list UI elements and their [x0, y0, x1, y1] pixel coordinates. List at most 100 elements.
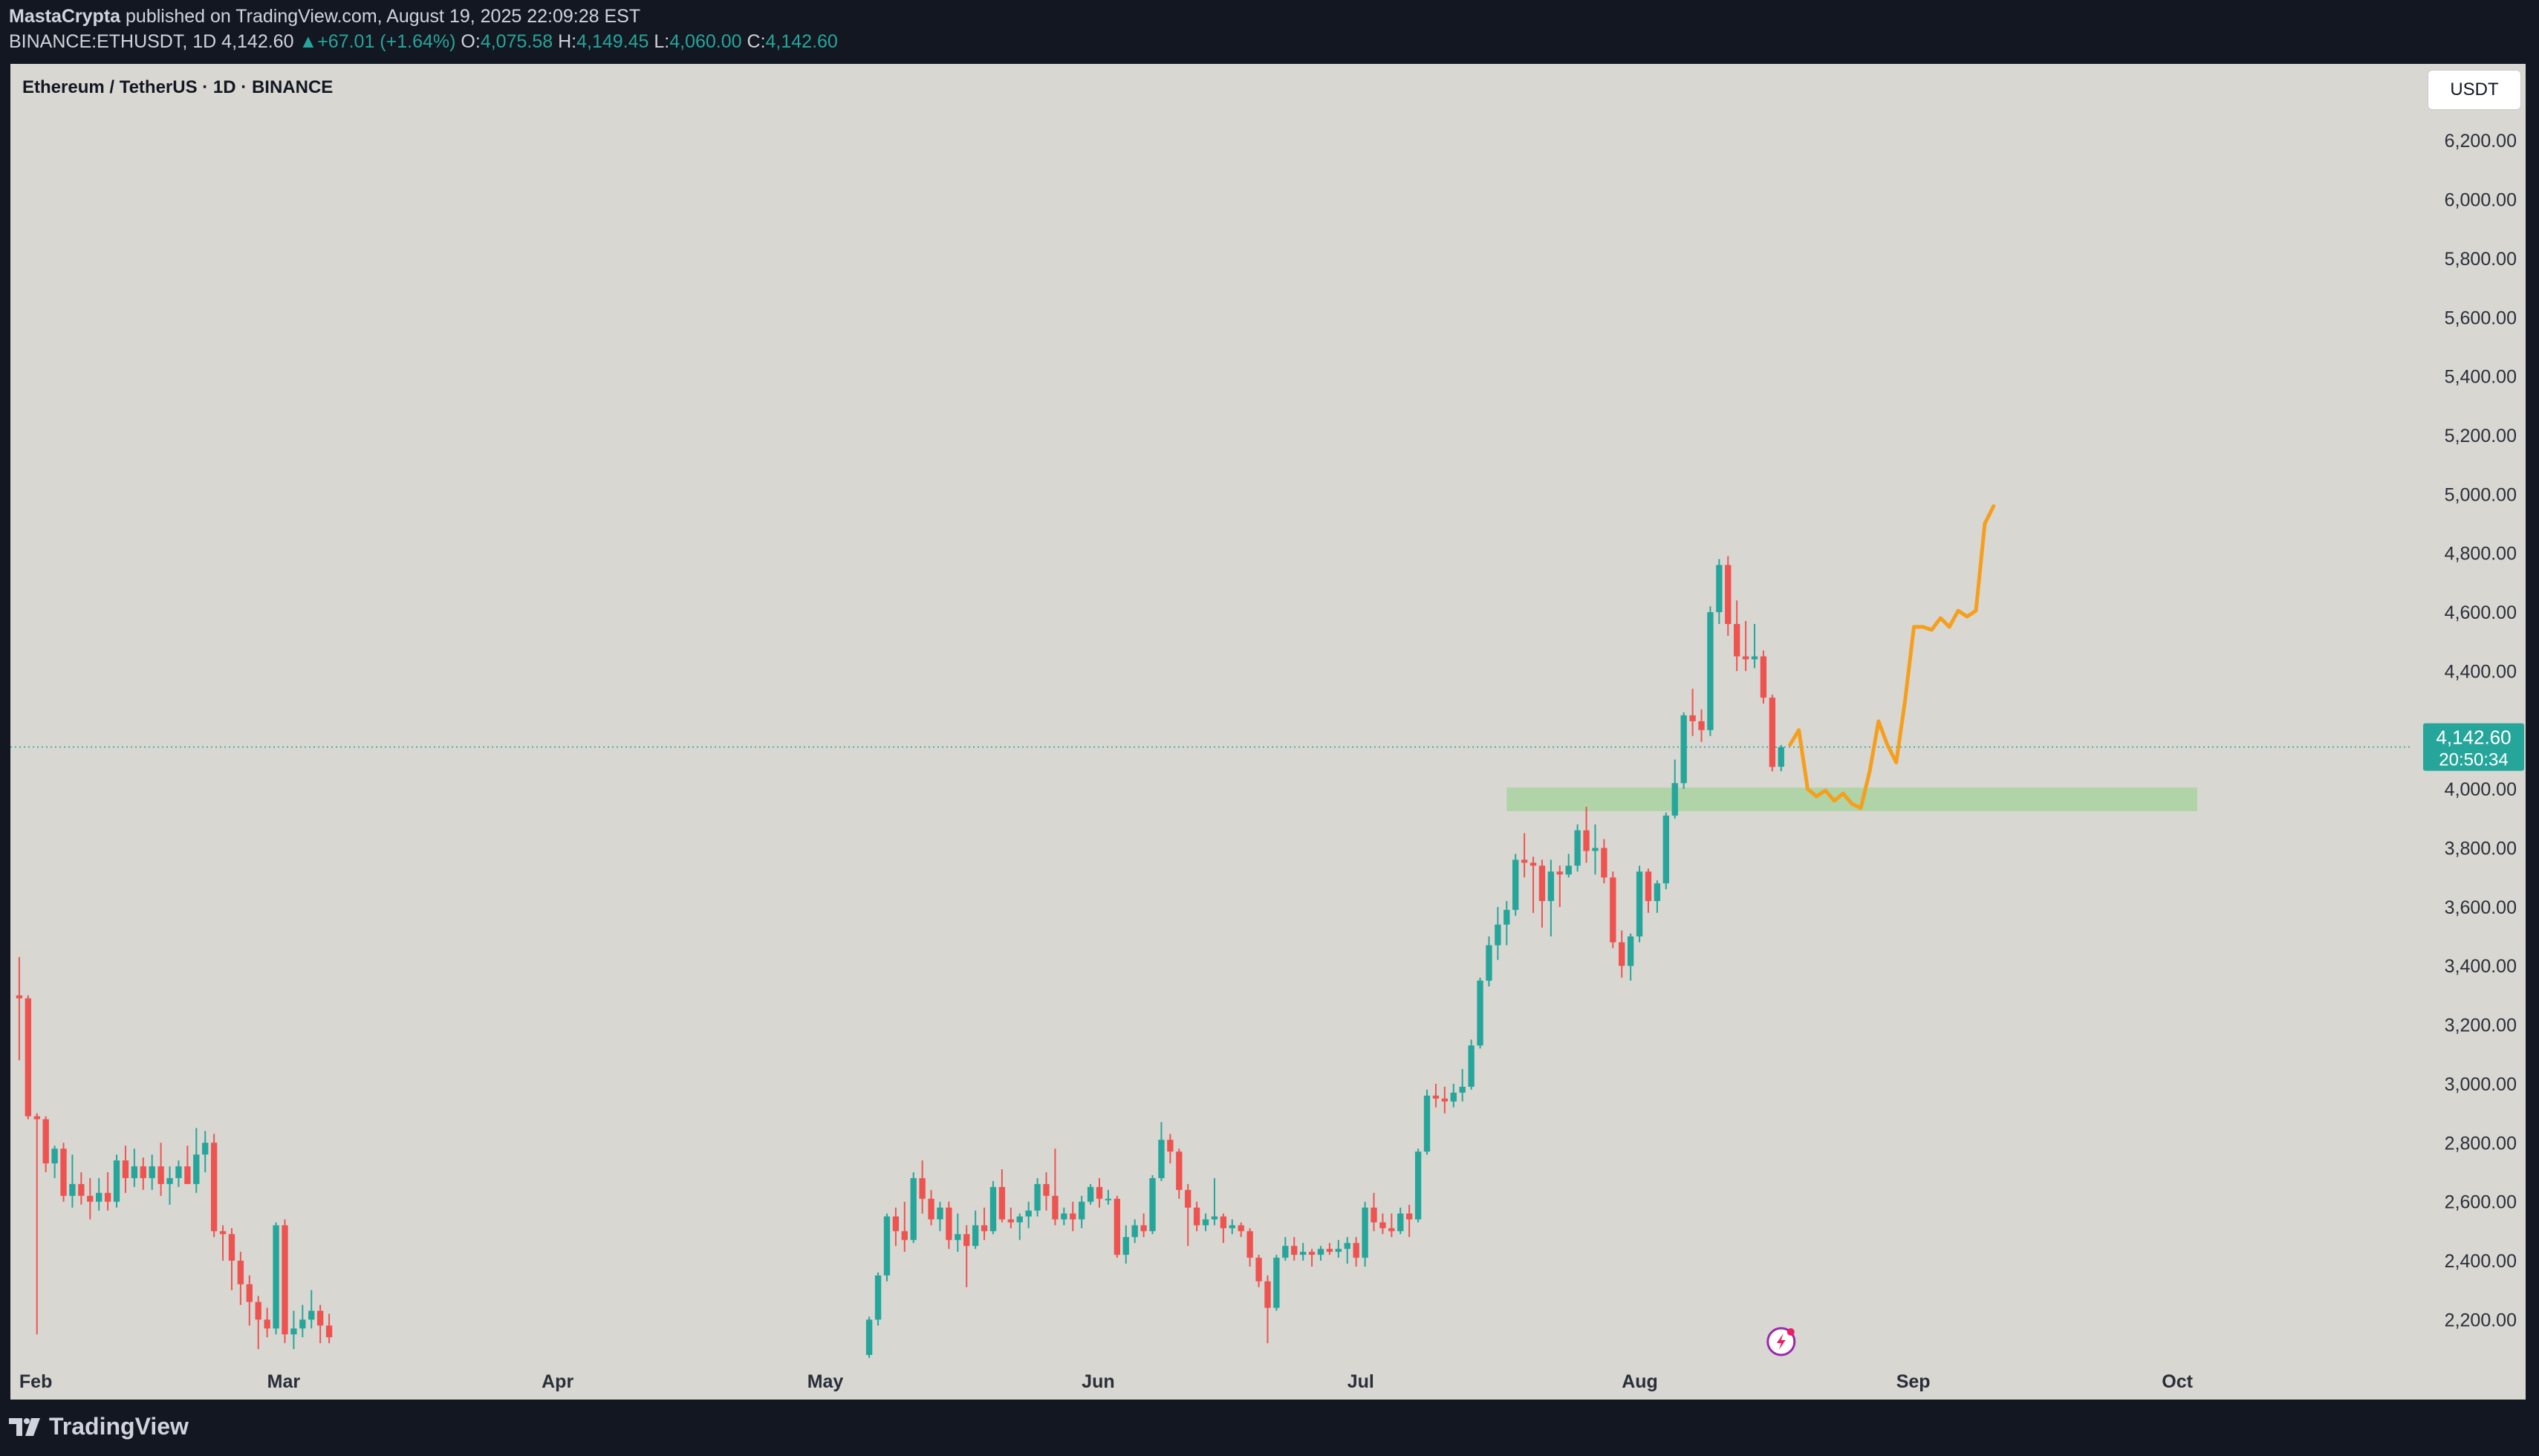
candle	[1379, 1213, 1386, 1235]
y-tick-label: 4,400.00	[2445, 661, 2517, 682]
candle-body	[1291, 1246, 1298, 1255]
candle	[1167, 1134, 1174, 1164]
candle	[1344, 1237, 1350, 1264]
candle	[972, 1210, 979, 1249]
candle-body	[1362, 1207, 1368, 1258]
x-tick-label: Sep	[1896, 1371, 1931, 1392]
candle	[1477, 978, 1483, 1049]
candle-body	[1308, 1252, 1316, 1255]
candle-body	[1441, 1098, 1449, 1102]
candle	[1486, 936, 1492, 987]
candle	[1105, 1189, 1112, 1205]
candle	[1122, 1225, 1129, 1264]
candle-body	[1149, 1177, 1156, 1232]
candle	[1414, 1148, 1422, 1223]
candle-body	[1176, 1151, 1183, 1190]
candle-body	[937, 1207, 943, 1220]
candle	[1583, 806, 1590, 863]
candle-body	[219, 1231, 227, 1235]
candle	[1229, 1219, 1235, 1235]
price-chart[interactable]: 2,200.00 2,400.00 2,600.00 2,800.00 3,000.00…	[10, 64, 2526, 1400]
candle	[255, 1296, 261, 1350]
candle-body	[1114, 1198, 1121, 1255]
candle	[42, 1116, 49, 1173]
candle-body	[78, 1183, 85, 1196]
candle-body	[1662, 815, 1669, 884]
candle-body	[1193, 1207, 1200, 1226]
candle	[1246, 1228, 1253, 1267]
price-badge-countdown: 20:50:34	[2439, 750, 2508, 770]
candle-body	[25, 998, 32, 1117]
candle	[96, 1177, 103, 1211]
y-tick-label: 4,800.00	[2445, 544, 2517, 565]
candle	[1716, 559, 1723, 624]
candle	[1264, 1275, 1271, 1344]
candle-body	[1079, 1201, 1085, 1220]
candle	[16, 957, 23, 1061]
candle	[1238, 1222, 1244, 1238]
candle	[210, 1134, 218, 1238]
candle	[273, 1222, 279, 1335]
candle	[1406, 1204, 1413, 1238]
candle	[1574, 824, 1581, 872]
candle	[919, 1160, 926, 1214]
candle	[308, 1290, 315, 1329]
tradingview-brand-text: TradingView	[49, 1413, 189, 1440]
candle-body	[255, 1301, 261, 1320]
candle-body	[1636, 871, 1643, 937]
candle	[1645, 868, 1652, 913]
candle	[157, 1143, 164, 1196]
candle	[1061, 1207, 1067, 1226]
candle-body	[290, 1328, 297, 1335]
candle	[1689, 689, 1696, 736]
candle-body	[210, 1143, 218, 1232]
candle-body	[273, 1225, 279, 1329]
candle	[1459, 1069, 1466, 1102]
chart-area[interactable]: 2,200.00 2,400.00 2,600.00 2,800.00 3,000.00…	[10, 64, 2526, 1400]
candle	[149, 1154, 155, 1190]
candle-body	[1397, 1213, 1404, 1232]
candle-body	[1335, 1249, 1342, 1252]
candle	[928, 1189, 934, 1226]
candle	[1662, 812, 1669, 890]
candle	[874, 1272, 882, 1326]
candle-body	[1061, 1213, 1067, 1220]
candle-body	[901, 1231, 908, 1241]
y-tick-label: 3,000.00	[2445, 1074, 2517, 1095]
candle-body	[1698, 721, 1705, 730]
candle-body	[96, 1192, 103, 1202]
candle-body	[946, 1207, 952, 1241]
candle-body	[1601, 848, 1607, 878]
candle	[1034, 1177, 1041, 1217]
y-tick-label: 6,200.00	[2445, 131, 2517, 152]
candle	[1619, 930, 1625, 978]
candle	[202, 1131, 209, 1173]
candle-body	[1742, 656, 1749, 660]
lightning-icon[interactable]	[1766, 1327, 1796, 1356]
candle-body	[972, 1225, 979, 1247]
candle	[87, 1177, 94, 1220]
x-tick-label: Oct	[2162, 1371, 2193, 1392]
candle-body	[1353, 1243, 1359, 1258]
y-tick-label: 2,600.00	[2445, 1192, 2517, 1213]
candle-body	[157, 1166, 164, 1184]
publication-header: MastaCrypta published on TradingView.com…	[0, 0, 2539, 64]
candle	[989, 1180, 997, 1235]
candle-body	[1423, 1095, 1431, 1152]
candle	[1654, 880, 1661, 913]
candle	[1725, 556, 1732, 636]
footer: TradingView	[0, 1400, 2539, 1456]
candle	[1114, 1195, 1121, 1258]
candle	[1521, 833, 1528, 878]
currency-button[interactable]: USDT	[2428, 70, 2521, 110]
candle	[1547, 859, 1555, 937]
tradingview-logo[interactable]: TradingView	[9, 1413, 189, 1440]
candle-body	[1751, 656, 1758, 660]
author-name[interactable]: MastaCrypta	[9, 6, 121, 27]
candle-body	[1016, 1216, 1023, 1223]
candle-body	[1414, 1151, 1422, 1220]
y-tick-label: 6,000.00	[2445, 190, 2517, 211]
candle-body	[963, 1234, 970, 1247]
candle-body	[1459, 1086, 1466, 1093]
